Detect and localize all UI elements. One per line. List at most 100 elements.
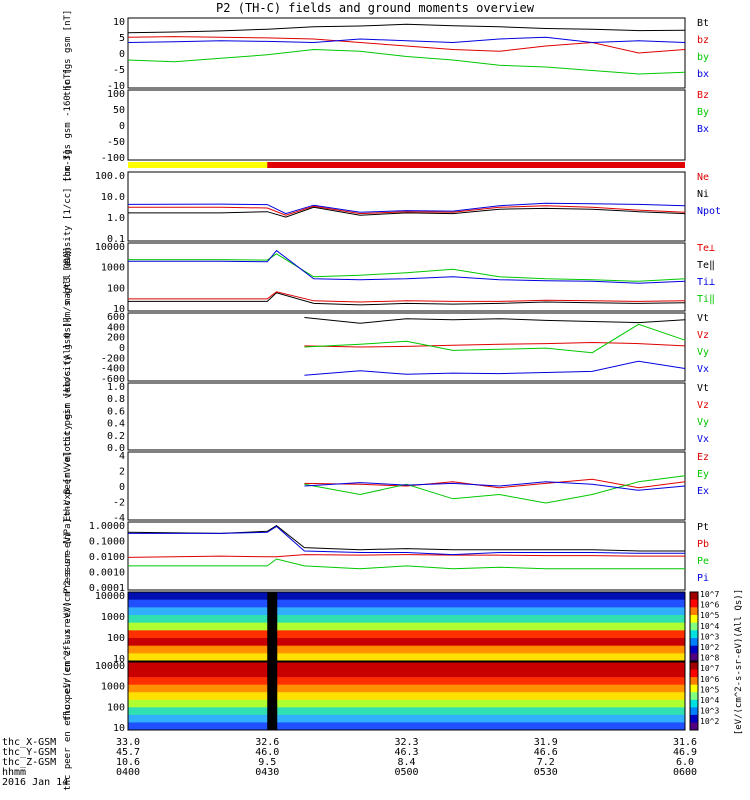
spectrogram-band: [128, 714, 685, 723]
legend-entry: Vy: [697, 417, 709, 428]
spectrogram-band: [128, 599, 685, 608]
series-line: [304, 478, 686, 489]
legend-entry: Ti‖: [697, 294, 715, 305]
y-tick-label: 2: [119, 467, 125, 478]
x-tick-label: 46.6: [534, 747, 558, 758]
colorbar-tick: 10^6: [700, 601, 719, 610]
y-tick-label: 200: [107, 333, 125, 344]
x-tick-label: 6.0: [676, 757, 694, 768]
y-tick-label: 10000: [95, 591, 125, 602]
y-tick-label: 100: [107, 283, 125, 294]
colorbar-frame: [689, 661, 699, 731]
y-tick-label: 0: [119, 121, 125, 132]
legend-entry: bz: [697, 35, 709, 46]
y-tick-label: 1000: [101, 682, 125, 693]
colorbar-tick: 10^8: [700, 654, 719, 663]
x-tick-label: 9.5: [258, 757, 276, 768]
colorbar-segment: [690, 615, 698, 624]
colorbar-segment: [690, 707, 698, 716]
spectrogram-band: [128, 662, 685, 671]
x-tick-label: 8.4: [397, 757, 415, 768]
series-line: [128, 205, 686, 216]
y-tick-label: 10.0: [101, 192, 125, 203]
colorbar-tick: 10^7: [700, 664, 719, 673]
y-tick-label: 0.1000: [89, 537, 125, 548]
y-tick-label: 1000: [101, 263, 125, 274]
colorbar-segment: [690, 653, 698, 662]
y-axis-label: thc peir velocity gsm [km/s (All Qs)]: [63, 247, 73, 447]
y-tick-label: -10: [107, 81, 125, 92]
y-tick-label: 4: [119, 451, 125, 462]
spectrogram-band: [128, 653, 685, 662]
series-line: [304, 317, 686, 324]
colorbar-segment: [690, 645, 698, 654]
x-row-label: thc_X-GSM: [2, 737, 56, 748]
series-line: [304, 475, 686, 504]
y-tick-label: 1.0: [107, 213, 125, 224]
x-tick-label: 7.2: [537, 757, 555, 768]
x-tick-label: 0530: [534, 767, 558, 778]
x-tick-label: 45.7: [116, 747, 140, 758]
legend-entry: Bz: [697, 90, 709, 101]
series-line: [127, 36, 686, 44]
spectrogram-band: [128, 669, 685, 678]
panel-frame: [127, 382, 686, 451]
legend-entry: Ne: [697, 172, 709, 183]
spectrogram-gap: [267, 662, 278, 730]
colorbar-label: [eV/(cm^2-s-sr-eV)(All Qs)]: [734, 589, 744, 735]
spectrogram-band: [128, 677, 685, 686]
figure-title: P2 (TH-C) fields and ground moments over…: [216, 1, 534, 15]
spectrogram-band: [128, 645, 685, 654]
x-tick-label: 0400: [116, 767, 140, 778]
series-line: [128, 292, 686, 306]
series-line: [128, 253, 686, 282]
colorbar-segment: [690, 622, 698, 631]
legend-entry: Vt: [697, 313, 709, 324]
series-line: [128, 249, 686, 284]
legend-entry: Te⊥: [697, 243, 715, 254]
colorbar-segment: [690, 599, 698, 608]
legend-entry: Vx: [697, 364, 709, 375]
y-tick-label: 10: [113, 304, 125, 315]
spectrogram-band: [128, 592, 685, 601]
y-tick-label: 400: [107, 322, 125, 333]
legend-entry: Te‖: [697, 260, 715, 271]
y-tick-label: 5: [119, 33, 125, 44]
series-line: [128, 291, 686, 303]
colorbar-segment: [690, 662, 698, 671]
x-tick-label: 46.0: [255, 747, 279, 758]
y-tick-label: 10000: [95, 242, 125, 253]
series-line: [128, 525, 685, 556]
legend-entry: Bt: [697, 18, 709, 29]
spectrogram-band: [128, 707, 685, 716]
series-line: [127, 48, 686, 75]
y-tick-label: 100.0: [95, 171, 125, 182]
y-tick-label: 0: [119, 49, 125, 60]
x-row-label: thc_Z-GSM: [2, 757, 56, 768]
series-line: [127, 524, 685, 552]
colorbar-tick: 10^6: [700, 675, 719, 684]
y-tick-label: 10: [113, 654, 125, 665]
spectrogram-band: [128, 622, 685, 631]
y-tick-label: 0.8: [107, 394, 125, 405]
y-axis-label: E=-VxB [mV/m]: [63, 451, 73, 521]
spectrogram-band: [128, 699, 685, 708]
colorbar-segment: [690, 638, 698, 647]
x-tick-label: 0500: [394, 767, 418, 778]
panel-frame: [127, 312, 686, 382]
colorbar-segment: [690, 684, 698, 693]
y-tick-label: -200: [101, 353, 125, 364]
y-tick-label: 1.0000: [89, 521, 125, 532]
y-tick-label: 0.0100: [89, 552, 125, 563]
panel-frame: [127, 661, 686, 731]
y-tick-label: 1000: [101, 612, 125, 623]
colorbar-segment: [690, 592, 698, 601]
colorbar-segment: [690, 677, 698, 686]
y-tick-label: 50: [113, 105, 125, 116]
x-tick-label: 31.6: [673, 737, 697, 748]
y-axis-label: thc peer velocity gsm [km/s (All Qs)]: [63, 316, 73, 516]
y-tick-label: 0.6: [107, 406, 125, 417]
colorbar-tick: 10^3: [700, 632, 719, 641]
y-tick-label: 0.0001: [89, 583, 125, 594]
colorbar-tick: 10^3: [700, 707, 719, 716]
